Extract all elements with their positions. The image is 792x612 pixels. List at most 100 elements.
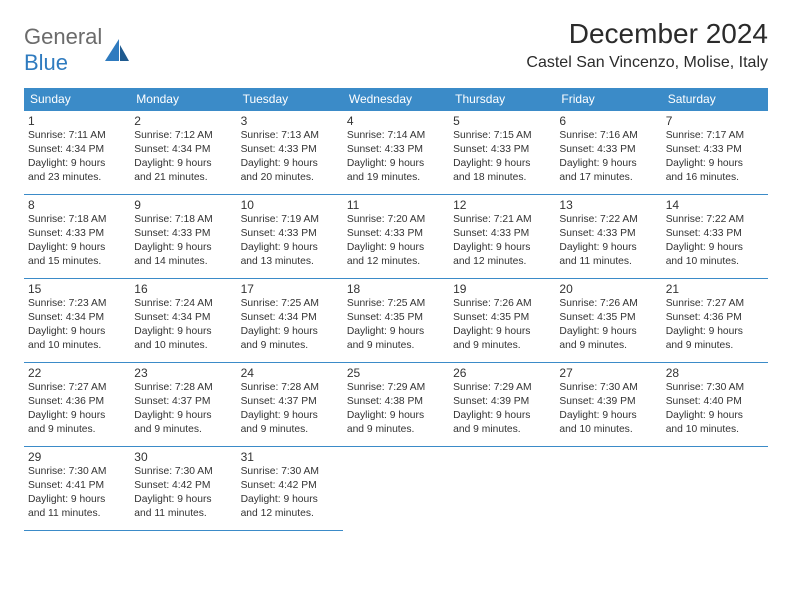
sunset-text: Sunset: 4:33 PM xyxy=(559,143,657,157)
day-cell: 9Sunrise: 7:18 AMSunset: 4:33 PMDaylight… xyxy=(130,195,236,279)
daylight-text: Daylight: 9 hours xyxy=(241,241,339,255)
daylight-text: Daylight: 9 hours xyxy=(134,325,232,339)
daylight-text: and 13 minutes. xyxy=(241,255,339,269)
daylight-text: and 12 minutes. xyxy=(241,507,339,521)
day-cell: 27Sunrise: 7:30 AMSunset: 4:39 PMDayligh… xyxy=(555,363,661,447)
day-cell: 4Sunrise: 7:14 AMSunset: 4:33 PMDaylight… xyxy=(343,111,449,195)
sunrise-text: Sunrise: 7:22 AM xyxy=(559,213,657,227)
day-cell xyxy=(555,447,661,531)
day-cell: 17Sunrise: 7:25 AMSunset: 4:34 PMDayligh… xyxy=(237,279,343,363)
day-number: 8 xyxy=(28,198,126,212)
sunset-text: Sunset: 4:34 PM xyxy=(134,311,232,325)
sunset-text: Sunset: 4:33 PM xyxy=(559,227,657,241)
daylight-text: and 10 minutes. xyxy=(666,423,764,437)
day-number: 23 xyxy=(134,366,232,380)
day-cell: 10Sunrise: 7:19 AMSunset: 4:33 PMDayligh… xyxy=(237,195,343,279)
logo-sail-icon xyxy=(105,39,129,61)
day-number: 14 xyxy=(666,198,764,212)
day-cell: 19Sunrise: 7:26 AMSunset: 4:35 PMDayligh… xyxy=(449,279,555,363)
day-cell: 2Sunrise: 7:12 AMSunset: 4:34 PMDaylight… xyxy=(130,111,236,195)
daylight-text: and 11 minutes. xyxy=(134,507,232,521)
sunrise-text: Sunrise: 7:27 AM xyxy=(666,297,764,311)
day-number: 1 xyxy=(28,114,126,128)
day-number: 17 xyxy=(241,282,339,296)
sunrise-text: Sunrise: 7:16 AM xyxy=(559,129,657,143)
day-number: 28 xyxy=(666,366,764,380)
sunrise-text: Sunrise: 7:20 AM xyxy=(347,213,445,227)
sunset-text: Sunset: 4:40 PM xyxy=(666,395,764,409)
day-header-wed: Wednesday xyxy=(343,88,449,111)
sunrise-text: Sunrise: 7:25 AM xyxy=(241,297,339,311)
sunrise-text: Sunrise: 7:28 AM xyxy=(241,381,339,395)
sunset-text: Sunset: 4:37 PM xyxy=(134,395,232,409)
day-cell: 28Sunrise: 7:30 AMSunset: 4:40 PMDayligh… xyxy=(662,363,768,447)
day-number: 13 xyxy=(559,198,657,212)
daylight-text: Daylight: 9 hours xyxy=(134,241,232,255)
daylight-text: Daylight: 9 hours xyxy=(28,157,126,171)
daylight-text: and 20 minutes. xyxy=(241,171,339,185)
day-header-sun: Sunday xyxy=(24,88,130,111)
daylight-text: Daylight: 9 hours xyxy=(666,325,764,339)
day-header-sat: Saturday xyxy=(662,88,768,111)
daylight-text: Daylight: 9 hours xyxy=(453,241,551,255)
daylight-text: Daylight: 9 hours xyxy=(666,157,764,171)
day-cell: 24Sunrise: 7:28 AMSunset: 4:37 PMDayligh… xyxy=(237,363,343,447)
sunrise-text: Sunrise: 7:30 AM xyxy=(28,465,126,479)
daylight-text: and 11 minutes. xyxy=(28,507,126,521)
daylight-text: Daylight: 9 hours xyxy=(666,241,764,255)
daylight-text: Daylight: 9 hours xyxy=(453,157,551,171)
daylight-text: and 10 minutes. xyxy=(666,255,764,269)
sunrise-text: Sunrise: 7:13 AM xyxy=(241,129,339,143)
daylight-text: Daylight: 9 hours xyxy=(347,325,445,339)
sunrise-text: Sunrise: 7:24 AM xyxy=(134,297,232,311)
day-number: 25 xyxy=(347,366,445,380)
day-cell: 25Sunrise: 7:29 AMSunset: 4:38 PMDayligh… xyxy=(343,363,449,447)
day-cell xyxy=(449,447,555,531)
sunrise-text: Sunrise: 7:27 AM xyxy=(28,381,126,395)
day-cell: 26Sunrise: 7:29 AMSunset: 4:39 PMDayligh… xyxy=(449,363,555,447)
day-cell: 13Sunrise: 7:22 AMSunset: 4:33 PMDayligh… xyxy=(555,195,661,279)
sunrise-text: Sunrise: 7:26 AM xyxy=(559,297,657,311)
location-text: Castel San Vincenzo, Molise, Italy xyxy=(526,54,768,72)
day-cell xyxy=(662,447,768,531)
daylight-text: Daylight: 9 hours xyxy=(559,157,657,171)
daylight-text: and 14 minutes. xyxy=(134,255,232,269)
daylight-text: Daylight: 9 hours xyxy=(28,325,126,339)
day-number: 2 xyxy=(134,114,232,128)
daylight-text: Daylight: 9 hours xyxy=(241,493,339,507)
sunrise-text: Sunrise: 7:17 AM xyxy=(666,129,764,143)
sunrise-text: Sunrise: 7:30 AM xyxy=(241,465,339,479)
day-number: 11 xyxy=(347,198,445,212)
day-cell: 20Sunrise: 7:26 AMSunset: 4:35 PMDayligh… xyxy=(555,279,661,363)
day-number: 18 xyxy=(347,282,445,296)
daylight-text: and 9 minutes. xyxy=(347,339,445,353)
day-number: 3 xyxy=(241,114,339,128)
daylight-text: Daylight: 9 hours xyxy=(241,157,339,171)
day-cell: 18Sunrise: 7:25 AMSunset: 4:35 PMDayligh… xyxy=(343,279,449,363)
day-cell: 22Sunrise: 7:27 AMSunset: 4:36 PMDayligh… xyxy=(24,363,130,447)
day-number: 20 xyxy=(559,282,657,296)
sunrise-text: Sunrise: 7:29 AM xyxy=(347,381,445,395)
daylight-text: and 11 minutes. xyxy=(559,255,657,269)
day-number: 9 xyxy=(134,198,232,212)
daylight-text: and 9 minutes. xyxy=(453,339,551,353)
sunrise-text: Sunrise: 7:18 AM xyxy=(134,213,232,227)
sunset-text: Sunset: 4:33 PM xyxy=(347,227,445,241)
day-cell: 1Sunrise: 7:11 AMSunset: 4:34 PMDaylight… xyxy=(24,111,130,195)
day-number: 16 xyxy=(134,282,232,296)
day-number: 26 xyxy=(453,366,551,380)
day-cell: 31Sunrise: 7:30 AMSunset: 4:42 PMDayligh… xyxy=(237,447,343,531)
daylight-text: Daylight: 9 hours xyxy=(453,325,551,339)
day-cell: 6Sunrise: 7:16 AMSunset: 4:33 PMDaylight… xyxy=(555,111,661,195)
sunset-text: Sunset: 4:42 PM xyxy=(241,479,339,493)
daylight-text: and 10 minutes. xyxy=(28,339,126,353)
daylight-text: Daylight: 9 hours xyxy=(666,409,764,423)
daylight-text: and 9 minutes. xyxy=(134,423,232,437)
sunset-text: Sunset: 4:41 PM xyxy=(28,479,126,493)
sunset-text: Sunset: 4:33 PM xyxy=(453,143,551,157)
logo: General Blue xyxy=(24,18,129,76)
day-cell: 12Sunrise: 7:21 AMSunset: 4:33 PMDayligh… xyxy=(449,195,555,279)
daylight-text: and 19 minutes. xyxy=(347,171,445,185)
daylight-text: Daylight: 9 hours xyxy=(559,241,657,255)
day-cell: 3Sunrise: 7:13 AMSunset: 4:33 PMDaylight… xyxy=(237,111,343,195)
